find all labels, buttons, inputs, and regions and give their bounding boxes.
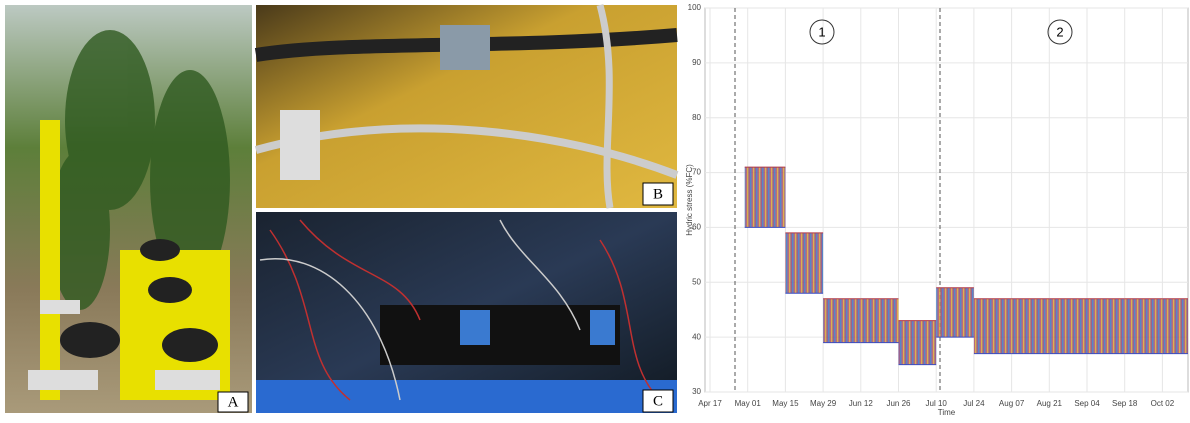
band xyxy=(1162,298,1188,354)
band xyxy=(785,232,824,294)
annotation: 2 xyxy=(1056,24,1063,39)
chart: 30 40 50 60 70 80 90 100 Apr 17 May 01 May 15 May 2… xyxy=(685,3,1189,417)
x-tick-label: Sep 04 xyxy=(1074,399,1100,408)
y-tick-label: 70 xyxy=(692,168,701,177)
band xyxy=(823,298,861,343)
photo-c xyxy=(256,212,677,413)
band xyxy=(744,167,786,228)
band xyxy=(860,298,899,343)
panel-label: A xyxy=(228,394,239,410)
panel-label: C xyxy=(653,393,663,409)
x-tick-label: May 01 xyxy=(735,399,762,408)
x-tick-label: Aug 07 xyxy=(999,399,1025,408)
y-tick-label: 30 xyxy=(692,387,701,396)
x-axis-label: Time xyxy=(938,408,956,417)
band xyxy=(973,298,1012,354)
x-tick-label: May 29 xyxy=(810,399,837,408)
panel-label: B xyxy=(653,186,663,202)
x-tick-label: Oct 02 xyxy=(1151,399,1175,408)
y-tick-label: 60 xyxy=(692,223,701,232)
band xyxy=(1049,298,1087,354)
annotation-circle xyxy=(809,19,835,45)
y-axis-label: Hydric stress (%FC) xyxy=(685,164,694,236)
x-tick-label: Jun 26 xyxy=(886,399,911,408)
band xyxy=(1011,298,1050,354)
band xyxy=(1124,298,1163,354)
photo-b xyxy=(254,4,679,209)
x-tick-label: Sep 18 xyxy=(1112,399,1138,408)
x-tick-label: Apr 17 xyxy=(698,399,722,408)
y-tick-label: 80 xyxy=(692,113,701,122)
y-tick-label: 40 xyxy=(692,332,701,341)
x-tick-label: Aug 21 xyxy=(1037,399,1063,408)
x-tick-label: Jun 12 xyxy=(849,399,874,408)
annotation-circle xyxy=(1047,19,1073,45)
band xyxy=(898,320,937,365)
x-tick-label: Jul 10 xyxy=(926,399,948,408)
y-tick-label: 50 xyxy=(692,277,701,286)
photo-a xyxy=(5,5,252,413)
x-tick-label: Jul 24 xyxy=(963,399,985,408)
band xyxy=(1087,298,1125,354)
y-tick-label: 90 xyxy=(692,58,701,67)
band xyxy=(936,287,974,338)
y-tick-label: 100 xyxy=(688,3,702,12)
annotation: 1 xyxy=(818,24,825,39)
x-tick-label: May 15 xyxy=(772,399,799,408)
